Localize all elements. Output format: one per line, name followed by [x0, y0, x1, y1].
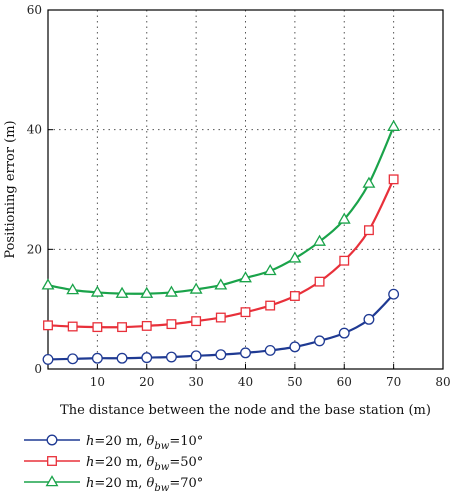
data-point-marker [166, 319, 177, 330]
data-point-marker [66, 283, 80, 295]
data-point-marker [337, 212, 351, 224]
data-point-marker [313, 234, 327, 246]
data-point-marker [115, 286, 129, 298]
data-point-marker [91, 352, 103, 364]
data-point-marker [190, 350, 202, 362]
data-point-marker [289, 341, 301, 353]
data-point-marker [191, 316, 202, 327]
x-axis-title: The distance between the node and the ba… [60, 403, 431, 418]
data-point-marker [41, 278, 55, 290]
data-point-marker [43, 320, 53, 331]
data-point-marker [264, 345, 276, 356]
data-point-marker [141, 352, 153, 364]
x-tick-label: 50 [287, 375, 302, 389]
legend-label: h=20 m, θbw=70° [86, 476, 203, 494]
data-point-marker [67, 353, 79, 365]
data-point-marker [215, 312, 226, 323]
data-point-marker [140, 286, 154, 298]
x-tick-label: 30 [188, 375, 203, 389]
data-point-marker [363, 313, 375, 325]
data-point-marker [116, 352, 128, 364]
data-point-marker [90, 285, 104, 297]
y-tick-label: 20 [27, 242, 42, 256]
x-tick-label: 10 [90, 375, 105, 389]
data-point-marker [92, 322, 103, 333]
data-point-marker [239, 271, 252, 283]
x-tick-label: 80 [435, 375, 450, 389]
x-tick-label: 70 [386, 375, 401, 389]
x-tick-label: 60 [337, 375, 352, 389]
data-series [41, 119, 401, 365]
data-point-marker [388, 288, 400, 300]
data-point-marker [314, 335, 326, 347]
legend-item: h=20 m, θbw=10° [24, 434, 203, 452]
legend-label: h=20 m, θbw=50° [86, 455, 203, 473]
legend-item: h=20 m, θbw=50° [24, 455, 203, 473]
data-point-marker [189, 282, 203, 294]
legend-marker [46, 434, 58, 446]
legend-marker [47, 456, 57, 466]
data-point-marker [42, 353, 54, 365]
data-point-marker [339, 255, 350, 266]
data-point-marker [388, 174, 399, 185]
data-point-marker [362, 176, 376, 188]
x-axis-tick-labels: 10 20 30 40 50 60 70 80 [90, 364, 450, 389]
data-point-marker [141, 320, 152, 331]
data-point-marker [240, 307, 251, 318]
data-point-marker [338, 327, 350, 339]
data-point-marker [165, 351, 177, 363]
series-3 [41, 119, 401, 298]
y-tick-label: 0 [34, 362, 42, 376]
data-point-marker [363, 225, 374, 236]
legend-item: h=20 m, θbw=70° [24, 475, 203, 494]
data-point-marker [67, 321, 78, 332]
data-point-marker [289, 291, 300, 301]
data-point-marker [387, 119, 401, 131]
series-1 [42, 288, 400, 365]
data-point-marker [265, 300, 276, 311]
data-point-marker [240, 347, 251, 359]
x-tick-label: 40 [238, 375, 253, 389]
data-point-marker [214, 278, 228, 290]
y-axis-tick-labels: 0 20 40 60 [27, 3, 53, 376]
data-point-marker [263, 263, 277, 276]
x-tick-label: 20 [139, 375, 154, 389]
data-point-marker [164, 285, 178, 297]
data-point-marker [215, 349, 227, 361]
y-axis-title: Positioning error (m) [3, 120, 18, 258]
data-point-marker [314, 276, 325, 287]
y-tick-label: 60 [27, 3, 42, 17]
series-line [47, 126, 395, 295]
data-point-marker [117, 322, 128, 333]
series-line [47, 178, 395, 329]
legend-marker [45, 475, 59, 487]
y-tick-label: 40 [27, 123, 42, 137]
legend-label: h=20 m, θbw=10° [86, 434, 203, 452]
data-point-marker [288, 251, 302, 263]
legend: h=20 m, θbw=10° h=20 m, θbw=50° h=20 m, θb… [24, 434, 203, 494]
series-2 [43, 174, 399, 333]
